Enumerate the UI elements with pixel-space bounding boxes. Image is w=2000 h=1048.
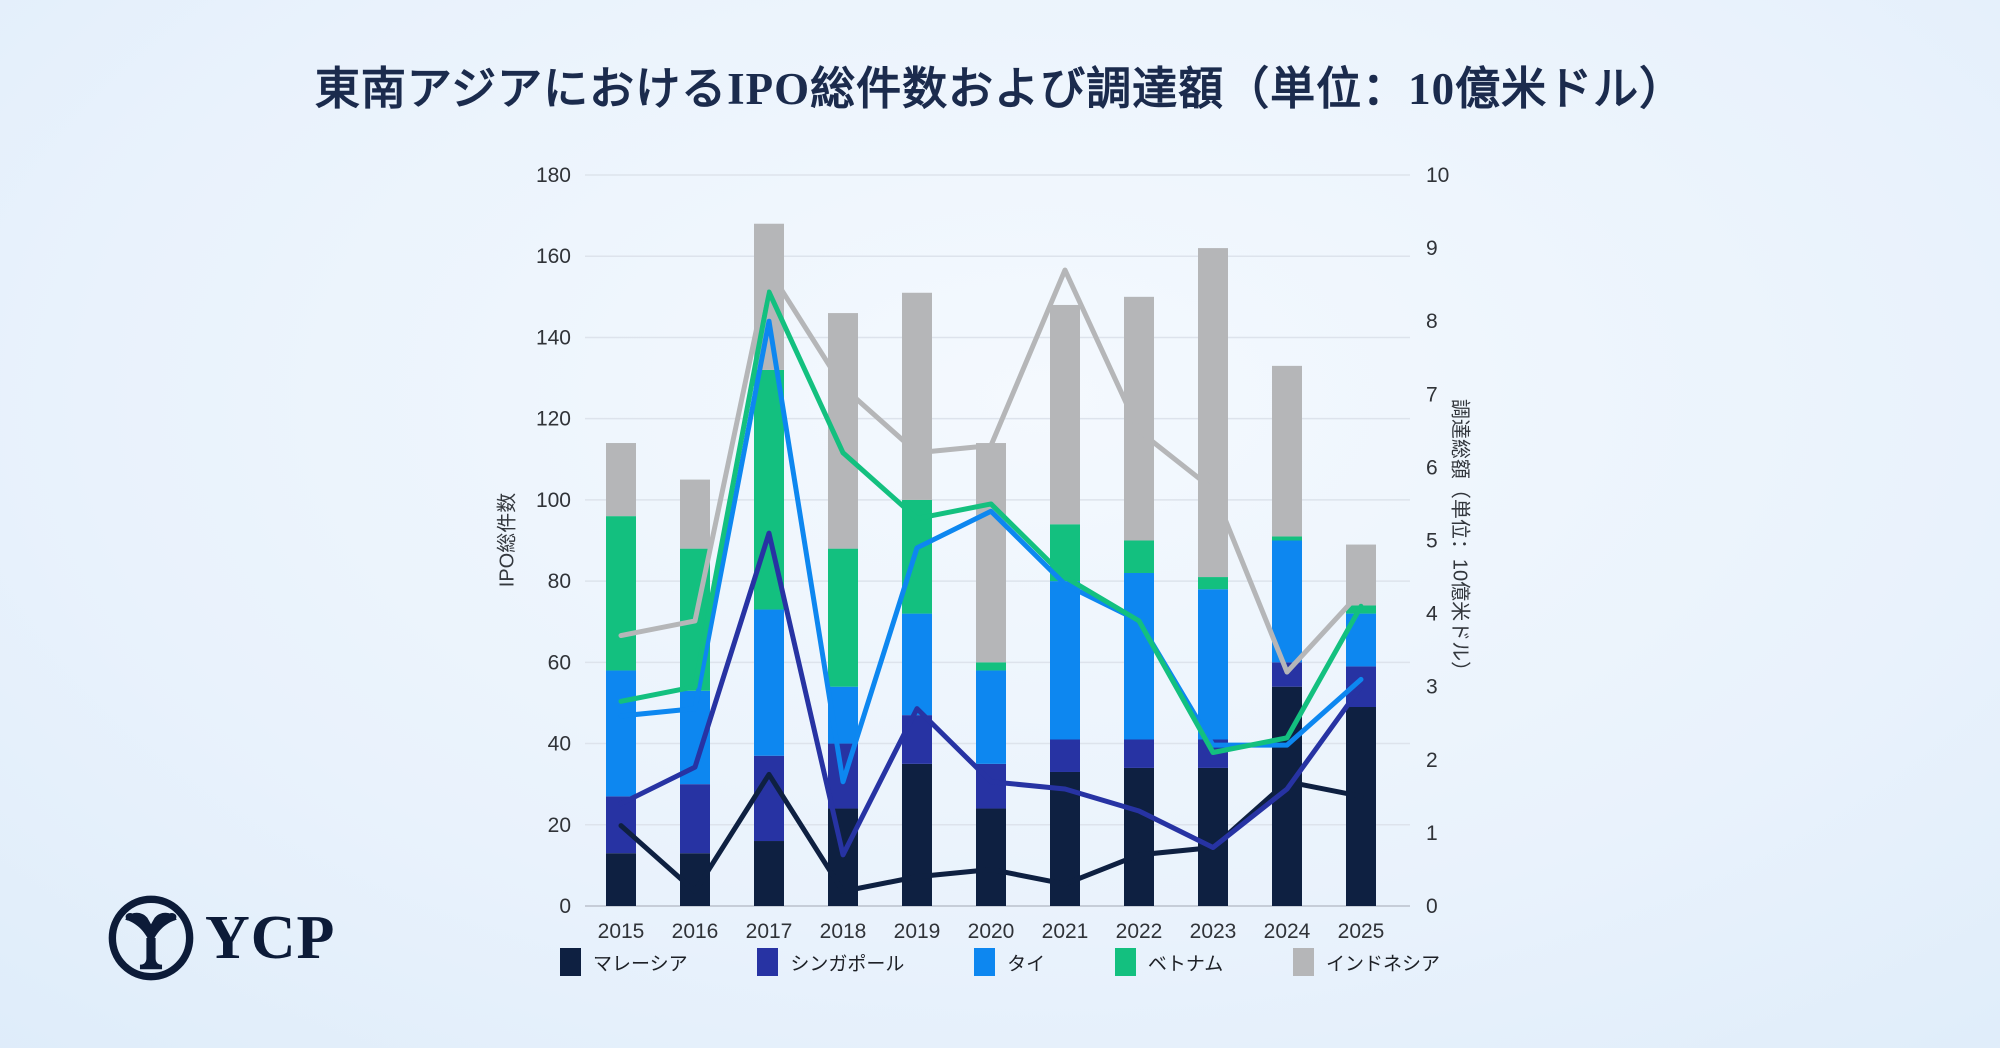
legend-swatch bbox=[560, 948, 581, 976]
bar-segment bbox=[754, 841, 784, 906]
right-axis-tick-label: 4 bbox=[1426, 603, 1438, 626]
bar-segment bbox=[1198, 577, 1228, 590]
bar-segment bbox=[606, 670, 636, 797]
bar-segment bbox=[1124, 540, 1154, 573]
legend-label: インドネシア bbox=[1325, 953, 1440, 975]
right-axis-tick-label: 5 bbox=[1426, 530, 1438, 553]
left-axis-tick-label: 40 bbox=[548, 733, 571, 756]
x-axis-year-label: 2018 bbox=[820, 920, 867, 943]
right-axis-tick-label: 6 bbox=[1426, 456, 1438, 479]
chart-legend: マレーシア シンガポール タイ ベトナム インドネシア bbox=[560, 948, 1440, 976]
bar-segment bbox=[1198, 589, 1228, 740]
bar-segment bbox=[902, 763, 932, 906]
bar-segment bbox=[1198, 248, 1228, 578]
left-axis-tick-label: 0 bbox=[559, 895, 571, 918]
right-axis-tick-label: 10 bbox=[1426, 164, 1449, 187]
bar-segment bbox=[680, 479, 710, 549]
legend-item: インドネシア bbox=[1292, 948, 1440, 976]
bar-segment bbox=[606, 853, 636, 906]
ycp-logo-icon bbox=[108, 895, 194, 981]
x-axis-year-label: 2024 bbox=[1264, 920, 1311, 943]
left-axis-tick-label: 80 bbox=[548, 570, 571, 593]
x-axis-year-label: 2019 bbox=[894, 920, 941, 943]
bar-segment bbox=[828, 548, 858, 687]
right-axis-tick-label: 0 bbox=[1426, 895, 1438, 918]
ycp-logo: YCP bbox=[105, 888, 365, 988]
x-axis-year-label: 2015 bbox=[598, 920, 645, 943]
right-axis-tick-label: 8 bbox=[1426, 310, 1438, 333]
bar-segment bbox=[1272, 536, 1302, 541]
left-axis-tick-label: 180 bbox=[536, 164, 571, 187]
legend-label: シンガポール bbox=[790, 953, 905, 975]
right-axis-tick-label: 3 bbox=[1426, 676, 1438, 699]
bar-segment bbox=[902, 613, 932, 716]
legend-swatch bbox=[1114, 948, 1136, 976]
bar-segment bbox=[1124, 296, 1154, 541]
left-axis-tick-label: 160 bbox=[536, 245, 571, 268]
right-axis-tick-label: 2 bbox=[1426, 749, 1438, 772]
x-axis-year-label: 2017 bbox=[746, 920, 793, 943]
legend-label: ベトナム bbox=[1147, 953, 1224, 975]
chart-title: 東南アジアにおけるIPO総件数および調達額（単位：10億米ドル） bbox=[314, 64, 1686, 114]
bar-segment bbox=[976, 670, 1006, 764]
left-axis-tick-label: 120 bbox=[536, 408, 571, 431]
legend-item: タイ bbox=[974, 948, 1045, 976]
legend-swatch bbox=[974, 948, 996, 976]
bar-segment bbox=[754, 755, 784, 842]
x-axis-year-label: 2016 bbox=[672, 920, 719, 943]
legend-swatch bbox=[757, 948, 779, 976]
bar-segment bbox=[1124, 739, 1154, 768]
bar-segment bbox=[976, 662, 1006, 671]
proceeds-trend-line bbox=[618, 530, 1364, 858]
x-axis-year-label: 2022 bbox=[1116, 920, 1163, 943]
bar-segment bbox=[606, 443, 636, 517]
legend-item: シンガポール bbox=[757, 948, 904, 976]
bar-segment bbox=[976, 808, 1006, 906]
bar-segment bbox=[680, 784, 710, 854]
left-axis-tick-label: 100 bbox=[536, 489, 571, 512]
right-axis-tick-label: 7 bbox=[1426, 383, 1438, 406]
left-axis-tick-label: 60 bbox=[548, 651, 571, 674]
legend-label: タイ bbox=[1007, 953, 1046, 975]
proceeds-trend-line bbox=[618, 289, 1364, 755]
bar-segment bbox=[1124, 572, 1154, 740]
bar-segment bbox=[754, 609, 784, 756]
x-axis-year-label: 2020 bbox=[968, 920, 1015, 943]
x-axis-year-label: 2023 bbox=[1190, 920, 1237, 943]
bar-segment bbox=[1272, 365, 1302, 537]
x-axis-year-label: 2025 bbox=[1338, 920, 1385, 943]
legend-swatch bbox=[1292, 948, 1314, 976]
left-axis-title: IPO総件数 bbox=[496, 492, 519, 588]
bar-segment bbox=[1050, 581, 1080, 740]
legend-item: ベトナム bbox=[1114, 948, 1224, 976]
x-axis-year-label: 2021 bbox=[1042, 920, 1089, 943]
legend-item: マレーシア bbox=[560, 948, 688, 976]
right-axis-title: 調達総額（単位：10億米ドル） bbox=[1448, 398, 1471, 682]
left-axis-tick-label: 140 bbox=[536, 326, 571, 349]
left-axis-tick-label: 20 bbox=[548, 814, 571, 837]
right-axis-tick-label: 9 bbox=[1426, 237, 1438, 260]
bar-segment bbox=[1124, 767, 1154, 906]
bar-segment bbox=[606, 516, 636, 671]
right-axis-tick-label: 1 bbox=[1426, 822, 1438, 845]
ycp-logo-text: YCP bbox=[205, 903, 336, 972]
bar-segment bbox=[1346, 707, 1376, 906]
proceeds-trend-line bbox=[618, 267, 1364, 675]
bar-segment bbox=[902, 292, 932, 500]
legend-label: マレーシア bbox=[593, 953, 688, 975]
bar-segment bbox=[1346, 544, 1376, 606]
bar-segment bbox=[976, 443, 1006, 663]
bar-segment bbox=[1050, 739, 1080, 772]
bar-segment bbox=[1050, 304, 1080, 525]
